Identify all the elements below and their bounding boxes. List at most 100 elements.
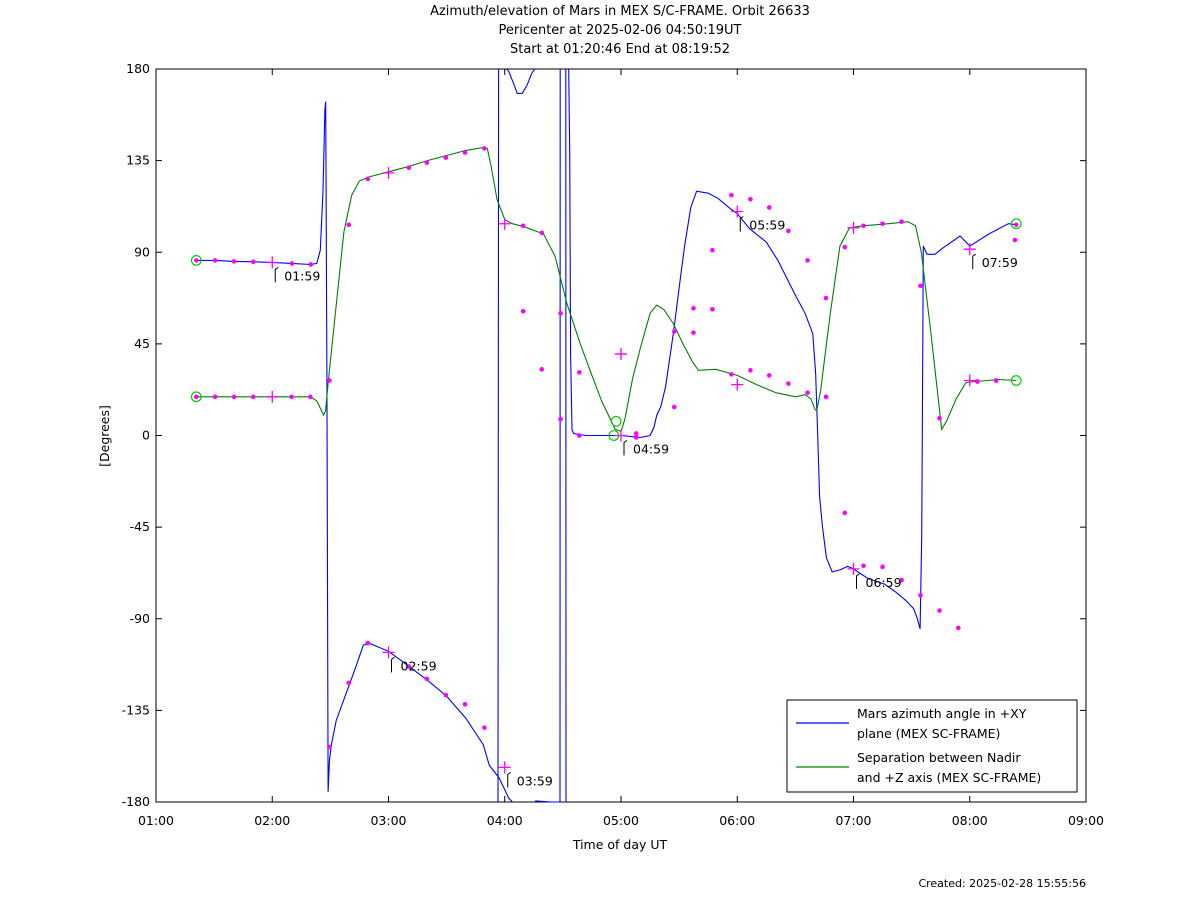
endpoint-circle-marker — [610, 415, 622, 427]
data-point-marker — [729, 192, 734, 198]
data-point-marker — [861, 563, 866, 569]
x-tick-label: 09:00 — [1068, 813, 1104, 828]
x-tick-label: 08:00 — [952, 813, 988, 828]
time-annotations: 01:59 02:59 03:59 04:59 05:59 06:59 07:59 — [274, 216, 1018, 788]
markers — [190, 146, 1022, 774]
legend-entry-text: plane (MEX SC-FRAME) — [857, 726, 1000, 741]
endpoint-circle-marker — [1010, 218, 1022, 230]
data-point-marker — [880, 221, 885, 227]
data-point-marker — [634, 435, 639, 440]
data-point-marker — [993, 378, 999, 383]
x-tick-label: 05:00 — [603, 813, 639, 828]
annotation-pointer — [739, 216, 744, 232]
time-annotation-label: 01:59 — [284, 268, 320, 283]
data-point-marker — [194, 258, 199, 263]
data-point-marker — [805, 258, 810, 263]
data-point-marker — [346, 680, 352, 686]
data-point-marker — [250, 394, 256, 400]
data-point-marker — [231, 394, 237, 400]
data-point-marker — [462, 150, 468, 155]
data-point-marker — [842, 510, 848, 516]
chart-title-line-2: Pericenter at 2025-02-06 04:50:19UT — [498, 23, 742, 38]
y-axis-label: [Degrees] — [97, 405, 112, 467]
data-point-marker — [880, 564, 885, 570]
endpoint-circle-marker — [1010, 375, 1022, 386]
data-point-marker — [671, 404, 677, 410]
data-point-marker — [194, 394, 199, 400]
data-point-marker — [766, 205, 772, 210]
x-tick-label: 03:00 — [370, 813, 406, 828]
annotation-pointer — [274, 267, 279, 283]
endpoint-circle-marker — [190, 254, 202, 266]
hour-cross-marker — [382, 166, 395, 179]
data-point-marker — [462, 701, 468, 707]
legend-box — [786, 699, 1078, 793]
data-point-marker — [539, 230, 545, 236]
hour-cross-marker — [266, 256, 279, 269]
data-point-marker — [918, 283, 923, 289]
time-annotation-label: 07:59 — [982, 255, 1018, 270]
data-point-marker — [424, 160, 430, 165]
x-tick-label: 02:00 — [254, 813, 290, 828]
legend-entry-text: Separation between Nadir — [857, 750, 1021, 765]
data-point-marker — [520, 223, 526, 229]
hour-cross-marker — [731, 205, 744, 218]
data-point-marker — [482, 146, 487, 151]
y-tick-label: 45 — [134, 336, 150, 351]
time-annotation-label: 03:59 — [517, 773, 553, 788]
data-point-marker — [937, 608, 942, 613]
data-point-marker — [710, 247, 715, 253]
data-point-marker — [577, 370, 582, 375]
x-tick-label: 07:00 — [835, 813, 871, 828]
hour-cross-marker — [615, 348, 627, 361]
data-point-marker — [956, 625, 961, 631]
x-tick-label: 06:00 — [719, 813, 755, 828]
endpoint-circle-marker — [608, 430, 620, 441]
legend-entry-text: Mars azimuth angle in +XY — [857, 706, 1027, 721]
azimuth-series-line — [196, 68, 1017, 803]
data-point-marker — [406, 165, 412, 171]
data-point-marker — [406, 664, 412, 669]
hour-cross-marker — [615, 429, 627, 442]
annotation-pointer — [507, 771, 512, 788]
y-tick-label: 90 — [134, 244, 150, 259]
data-point-marker — [710, 306, 715, 312]
data-point-marker — [823, 394, 829, 400]
endpoint-circle-marker — [190, 391, 202, 403]
data-point-marker — [424, 676, 430, 682]
time-annotation-label: 05:59 — [749, 218, 785, 233]
annotation-pointer — [623, 440, 628, 456]
data-point-marker — [899, 577, 904, 583]
separation-series-line — [196, 146, 1017, 433]
hour-cross-marker — [847, 562, 860, 575]
hour-cross-marker — [498, 761, 511, 774]
y-tick-label: 135 — [126, 153, 150, 168]
x-tick-label: 01:00 — [138, 813, 174, 828]
data-point-marker — [1013, 222, 1019, 228]
data-point-marker — [365, 640, 371, 646]
data-point-marker — [671, 329, 677, 334]
data-point-marker — [212, 394, 218, 400]
data-point-marker — [766, 373, 772, 378]
y-tick-label: -180 — [122, 794, 150, 809]
data-point-marker — [289, 394, 294, 400]
data-point-marker — [918, 593, 923, 598]
annotation-pointer — [972, 253, 977, 270]
axes: 01:00 02:00 03:00 04:00 05:00 06:00 07:00 08:00… — [122, 61, 1104, 828]
chart-title-line-3: Start at 01:20:46 End at 08:19:52 — [509, 42, 731, 57]
data-point-marker — [842, 244, 848, 250]
y-tick-label: 180 — [126, 61, 150, 76]
chart-title-line-1: Azimuth/elevation of Mars in MEX S/C-FRA… — [430, 4, 810, 19]
data-point-marker — [634, 431, 639, 436]
data-point-marker — [748, 368, 753, 373]
data-point-marker — [539, 367, 545, 372]
data-point-marker — [786, 228, 791, 234]
data-point-marker — [289, 261, 295, 266]
data-point-marker — [861, 223, 866, 229]
data-point-marker — [558, 311, 563, 316]
data-point-marker — [1012, 237, 1018, 243]
data-point-marker — [308, 262, 314, 267]
data-point-marker — [805, 390, 810, 396]
data-point-marker — [365, 176, 371, 182]
series-lines — [196, 68, 1017, 803]
